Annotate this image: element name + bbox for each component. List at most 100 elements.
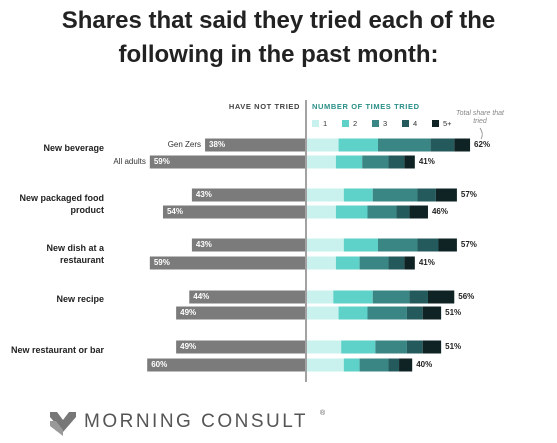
total-note: Total share that tried xyxy=(456,110,504,125)
category-label: New recipe xyxy=(56,294,104,304)
tried-segment xyxy=(341,340,376,354)
not-tried-bar xyxy=(149,256,305,270)
tried-segment xyxy=(338,306,368,320)
tried-segment xyxy=(388,358,400,372)
not-tried-label: 49% xyxy=(180,342,196,351)
tried-segment xyxy=(307,256,336,270)
legend-swatch xyxy=(402,120,409,127)
tried-total-label: 57% xyxy=(461,190,477,199)
not-tried-label: 60% xyxy=(151,360,167,369)
tried-segment xyxy=(307,155,336,169)
not-tried-label: 59% xyxy=(154,258,170,267)
tried-segment xyxy=(388,256,405,270)
tried-segment xyxy=(359,358,389,372)
tried-segment xyxy=(378,138,431,152)
legend-label: 1 xyxy=(323,119,327,128)
tried-total-label: 41% xyxy=(419,258,435,267)
tried-segment xyxy=(406,306,423,320)
tried-segment xyxy=(396,205,410,219)
tried-total-label: 46% xyxy=(432,207,448,216)
tried-segment xyxy=(372,290,410,304)
tried-segment xyxy=(343,238,379,252)
tried-segment xyxy=(359,256,389,270)
left-header: HAVE NOT TRIED xyxy=(229,102,300,111)
legend-swatch xyxy=(312,120,319,127)
tried-segment xyxy=(335,256,360,270)
category-label: New dish at a restaurant xyxy=(46,243,104,265)
not-tried-bar xyxy=(176,306,305,320)
tried-segment xyxy=(417,238,439,252)
not-tried-label: 43% xyxy=(196,190,212,199)
tried-segment xyxy=(435,188,457,202)
tried-total-label: 51% xyxy=(445,342,461,351)
tried-segment xyxy=(427,290,455,304)
not-tried-bar xyxy=(149,155,305,169)
tried-segment xyxy=(307,188,344,202)
tried-segment xyxy=(454,138,471,152)
tried-segment xyxy=(307,340,342,354)
tried-total-label: 40% xyxy=(416,360,432,369)
tried-segment xyxy=(343,188,373,202)
not-tried-bar xyxy=(191,188,305,202)
note-arrow xyxy=(479,127,483,140)
category-label: New restaurant or bar xyxy=(10,345,104,355)
tried-segment xyxy=(335,205,368,219)
tried-segment xyxy=(343,358,360,372)
tried-segment xyxy=(367,306,407,320)
tried-segment xyxy=(307,205,336,219)
tried-segment xyxy=(307,358,344,372)
not-tried-bar xyxy=(205,138,305,152)
legend-label: 2 xyxy=(353,119,357,128)
not-tried-bar xyxy=(147,358,305,372)
tried-segment xyxy=(422,306,442,320)
tried-segment xyxy=(307,290,334,304)
tried-segment xyxy=(375,340,407,354)
tried-segment xyxy=(430,138,455,152)
tried-segment xyxy=(307,238,344,252)
brand-mark: ® xyxy=(320,409,326,417)
tried-total-label: 62% xyxy=(474,140,490,149)
tried-segment xyxy=(333,290,373,304)
not-tried-label: 54% xyxy=(167,207,183,216)
tried-segment xyxy=(335,155,363,169)
legend-swatch xyxy=(432,120,439,127)
logo-icon xyxy=(50,412,76,436)
tried-segment xyxy=(409,205,428,219)
tried-segment xyxy=(438,238,457,252)
not-tried-bar xyxy=(162,205,305,219)
not-tried-bar xyxy=(191,238,305,252)
title: Shares that said they tried each of the … xyxy=(61,7,496,68)
legend-swatch xyxy=(372,120,379,127)
tried-segment xyxy=(404,155,415,169)
not-tried-bar xyxy=(176,340,305,354)
tried-segment xyxy=(422,340,442,354)
tried-total-label: 57% xyxy=(461,240,477,249)
not-tried-label: 49% xyxy=(180,308,196,317)
tried-segment xyxy=(406,340,423,354)
tried-total-label: 56% xyxy=(458,292,474,301)
legend-label: 5+ xyxy=(443,119,452,128)
tried-segment xyxy=(388,155,405,169)
tried-total-label: 41% xyxy=(419,157,435,166)
not-tried-bar xyxy=(189,290,305,304)
not-tried-label: 44% xyxy=(193,292,209,301)
tried-segment xyxy=(307,138,339,152)
not-tried-label: 43% xyxy=(196,240,212,249)
tried-segment xyxy=(404,256,415,270)
brand: MORNING CONSULT xyxy=(84,411,308,432)
tried-segment xyxy=(399,358,413,372)
not-tried-label: 59% xyxy=(154,157,170,166)
group-label: Gen Zers xyxy=(168,140,201,149)
not-tried-label: 38% xyxy=(209,140,225,149)
group-label: All adults xyxy=(113,157,145,166)
legend-label: 4 xyxy=(413,119,417,128)
tried-segment xyxy=(367,205,397,219)
tried-segment xyxy=(338,138,379,152)
right-header: NUMBER OF TIMES TRIED xyxy=(312,102,420,111)
category-label: New beverage xyxy=(43,142,104,153)
category-label: New packaged food product xyxy=(19,192,104,215)
tried-segment xyxy=(362,155,389,169)
legend-label: 3 xyxy=(383,119,387,128)
